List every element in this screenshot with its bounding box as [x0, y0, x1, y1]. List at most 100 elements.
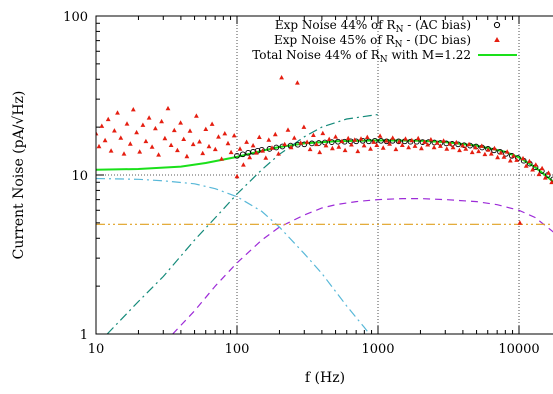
- data-point-triangle: [216, 134, 221, 139]
- data-point-circle: [359, 137, 366, 144]
- data-point-triangle: [175, 147, 180, 153]
- legend-symbol-circle: [493, 21, 501, 29]
- data-point-triangle: [234, 173, 240, 179]
- data-point-triangle: [447, 141, 453, 146]
- data-point-triangle: [146, 115, 152, 120]
- data-point-triangle: [115, 110, 120, 115]
- x-tick-label-2: 1000: [361, 342, 394, 357]
- data-point-triangle: [112, 128, 117, 133]
- data-point-circle: [279, 143, 286, 150]
- data-point-triangle: [333, 134, 338, 139]
- data-point-triangle: [511, 153, 516, 158]
- data-point-triangle: [266, 137, 272, 142]
- data-point-triangle: [260, 148, 265, 153]
- data-point-triangle: [450, 144, 456, 150]
- data-point-triangle: [384, 138, 389, 143]
- data-point-triangle: [181, 136, 187, 141]
- data-point-triangle: [171, 127, 177, 133]
- data-point-triangle: [237, 146, 243, 151]
- data-point-triangle: [539, 165, 545, 171]
- data-point-triangle: [197, 139, 202, 144]
- data-point-triangle: [263, 155, 269, 160]
- data-point-triangle: [444, 146, 450, 151]
- data-point-triangle: [206, 143, 212, 149]
- data-point-triangle: [507, 158, 513, 163]
- data-point-triangle: [298, 140, 304, 145]
- data-point-triangle: [479, 143, 485, 148]
- data-point-triangle: [253, 150, 259, 155]
- data-point-triangle: [279, 75, 284, 80]
- data-point-triangle: [162, 135, 168, 141]
- legend-symbol-triangle: [494, 37, 500, 42]
- data-point-triangle: [476, 148, 481, 154]
- data-point-triangle: [256, 134, 262, 139]
- data-point-triangle: [124, 121, 130, 126]
- data-point-triangle: [304, 139, 310, 144]
- data-point-circle: [322, 139, 328, 146]
- data-point-triangle: [288, 144, 294, 150]
- data-point-triangle: [121, 151, 127, 156]
- data-point-triangle: [469, 149, 475, 155]
- legend-label-1: Exp Noise 45% of RN - (DC bias): [274, 33, 471, 50]
- data-point-triangle: [190, 141, 196, 147]
- data-point-triangle: [143, 138, 149, 144]
- data-point-triangle: [514, 157, 520, 162]
- data-point-triangle: [118, 135, 124, 140]
- data-point-triangle: [396, 139, 402, 144]
- data-point-triangle: [409, 137, 415, 143]
- data-point-triangle: [209, 121, 215, 126]
- data-point-triangle: [323, 143, 329, 148]
- data-point-triangle: [317, 149, 323, 155]
- data-point-triangle: [473, 144, 478, 150]
- data-point-triangle: [168, 142, 174, 147]
- data-point-triangle: [364, 134, 370, 139]
- data-point-triangle: [219, 156, 224, 161]
- y-axis-title: Current Noise (pA/√Hz): [11, 91, 27, 260]
- data-point-circle: [273, 144, 280, 151]
- data-point-circle: [443, 140, 450, 147]
- data-point-triangle: [96, 143, 102, 149]
- data-point-triangle: [403, 136, 408, 141]
- legend: Exp Noise 44% of RN - (AC bias)Exp Noise…: [252, 18, 517, 65]
- y-tick-label-0: 1: [80, 328, 88, 343]
- data-point-circle: [395, 138, 402, 145]
- data-point-triangle: [390, 135, 396, 140]
- data-point-triangle: [457, 147, 462, 153]
- data-point-triangle: [352, 137, 358, 142]
- data-point-triangle: [355, 148, 361, 154]
- data-point-triangle: [301, 124, 307, 129]
- data-point-triangle: [241, 162, 246, 167]
- data-point-triangle: [307, 146, 313, 152]
- data-point-triangle: [200, 150, 206, 156]
- data-point-triangle: [466, 141, 472, 147]
- x-tick-label-0: 10: [88, 342, 105, 357]
- data-point-triangle: [349, 142, 354, 147]
- data-point-triangle: [358, 136, 364, 141]
- x-tick-label-1: 100: [225, 342, 250, 357]
- data-point-triangle: [184, 153, 190, 159]
- data-point-triangle: [371, 139, 377, 144]
- data-point-triangle: [127, 141, 133, 146]
- data-point-triangle: [140, 122, 146, 127]
- data-point-triangle: [530, 167, 535, 172]
- data-point-triangle: [523, 163, 529, 168]
- data-point-triangle: [498, 150, 504, 155]
- data-point-triangle: [225, 140, 231, 146]
- data-point-triangle: [463, 146, 469, 151]
- data-points: [96, 75, 553, 225]
- data-point-triangle: [326, 136, 332, 141]
- data-point-triangle: [108, 148, 114, 153]
- x-axis-title: f (Hz): [305, 370, 345, 386]
- data-point-triangle: [546, 170, 551, 175]
- data-point-triangle: [311, 132, 316, 137]
- data-point-triangle: [501, 154, 507, 159]
- data-point-triangle: [99, 123, 105, 128]
- data-point-circle: [309, 140, 315, 147]
- y-tick-label-1: 10: [71, 169, 88, 184]
- data-point-triangle: [314, 141, 319, 147]
- data-point-triangle: [431, 144, 437, 150]
- data-point-triangle: [178, 120, 183, 125]
- data-point-triangle: [361, 143, 367, 148]
